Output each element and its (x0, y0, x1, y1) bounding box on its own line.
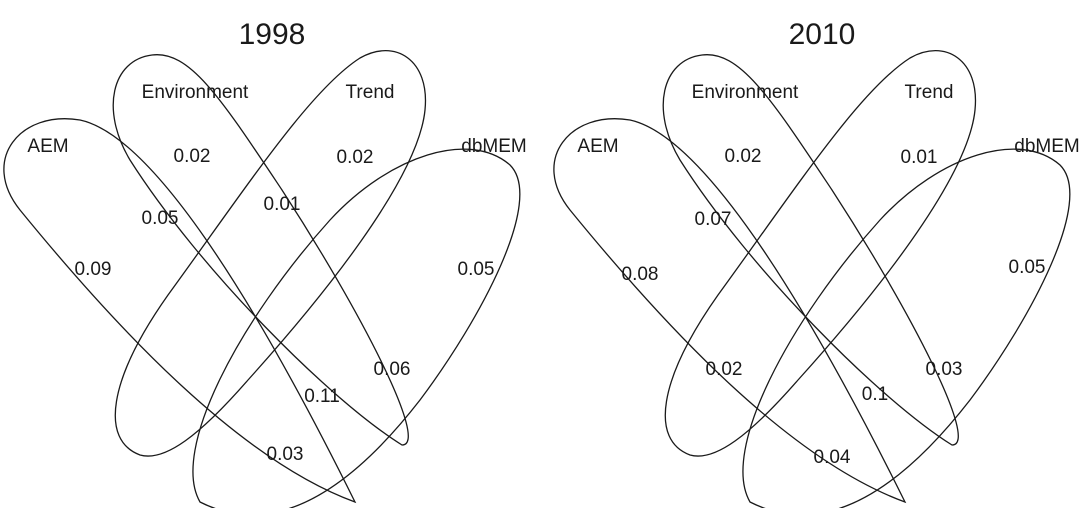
environment-set-label: Environment (142, 82, 249, 103)
dbmem-set-label: dbMEM (461, 136, 526, 157)
region-value-aem-only: 0.09 (75, 259, 112, 280)
aem-set-ellipse (553, 118, 907, 504)
region-value-aem-dbmem: 0.04 (814, 447, 851, 468)
trend-set-label: Trend (905, 82, 954, 103)
environment-set-ellipse (662, 54, 959, 446)
trend-set-label: Trend (346, 82, 395, 103)
dbmem-set-ellipse (742, 148, 1071, 508)
trend-set-ellipse (664, 50, 977, 457)
dbmem-set-ellipse (192, 148, 521, 508)
region-value-aem-only: 0.08 (622, 264, 659, 285)
aem-set-label: AEM (27, 136, 68, 157)
region-value-environment-only: 0.02 (174, 146, 211, 167)
region-value-aem-dbmem: 0.03 (267, 444, 304, 465)
panel-title: 2010 (789, 18, 856, 51)
environment-set-label: Environment (692, 82, 799, 103)
region-value-environment-trend: 0.01 (264, 194, 301, 215)
region-value-dbmem-only: 0.05 (458, 259, 495, 280)
region-value-aem-trend-dbmem: 0.1 (862, 384, 888, 405)
region-value-trend-only: 0.02 (337, 147, 374, 168)
region-value-dbmem-only: 0.05 (1009, 257, 1046, 278)
region-value-trend-dbmem: 0.03 (926, 359, 963, 380)
region-value-trend-only: 0.01 (901, 147, 938, 168)
panel-title: 1998 (239, 18, 306, 51)
region-value-aem-trend-dbmem: 0.11 (304, 386, 340, 407)
dbmem-set-label: dbMEM (1014, 136, 1079, 157)
region-value-aem-environment-trend: 0.02 (706, 359, 743, 380)
aem-set-ellipse (3, 118, 357, 504)
venn-panel-1998: 1998 Environment Trend AEM dbMEM 0.02 0.… (3, 18, 527, 508)
region-value-aem-environment: 0.05 (142, 208, 179, 229)
aem-set-label: AEM (577, 136, 618, 157)
trend-set-ellipse (114, 50, 427, 457)
venn-panel-2010: 2010 Environment Trend AEM dbMEM 0.02 0.… (553, 18, 1080, 508)
region-value-trend-dbmem: 0.06 (374, 359, 411, 380)
environment-set-ellipse (112, 54, 409, 446)
region-value-aem-environment: 0.07 (695, 209, 732, 230)
region-value-environment-only: 0.02 (725, 146, 762, 167)
